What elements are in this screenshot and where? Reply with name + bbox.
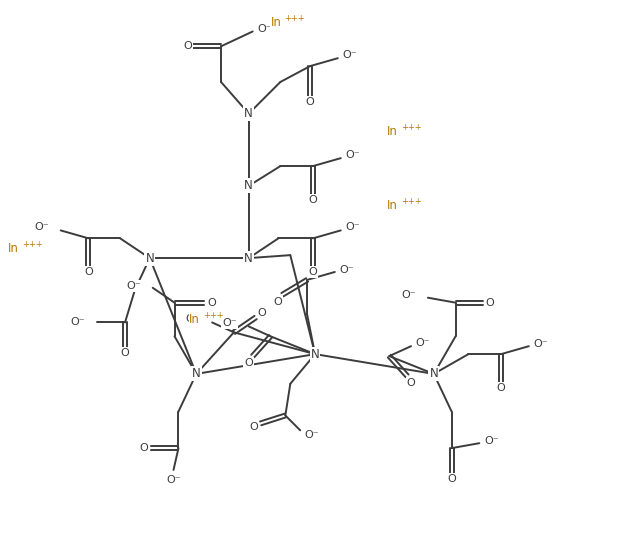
Text: O⁻: O⁻ [34, 222, 49, 232]
Text: In: In [271, 16, 281, 29]
Text: O⁻: O⁻ [186, 315, 200, 324]
Text: O: O [309, 195, 318, 205]
Text: O: O [447, 474, 456, 484]
Text: O: O [406, 378, 415, 388]
Text: In: In [387, 199, 398, 212]
Text: O⁻: O⁻ [71, 317, 85, 328]
Text: O⁻: O⁻ [345, 150, 360, 160]
Text: O⁻: O⁻ [339, 265, 354, 275]
Text: O⁻: O⁻ [126, 281, 141, 291]
Text: O: O [183, 41, 192, 51]
Text: O: O [306, 97, 315, 107]
Text: +++: +++ [22, 240, 43, 249]
Text: O⁻: O⁻ [345, 222, 360, 232]
Text: +++: +++ [285, 14, 305, 23]
Text: O: O [121, 348, 130, 358]
Text: +++: +++ [401, 123, 422, 132]
Text: +++: +++ [204, 311, 224, 320]
Text: O: O [140, 443, 148, 453]
Text: O: O [208, 298, 216, 308]
Text: In: In [271, 16, 281, 29]
Text: O⁻: O⁻ [222, 318, 237, 328]
Text: O: O [244, 358, 253, 368]
Text: +++: +++ [401, 123, 422, 132]
Text: O: O [84, 267, 93, 277]
Text: N: N [192, 367, 201, 380]
Text: O⁻: O⁻ [484, 436, 498, 446]
Text: N: N [311, 348, 320, 360]
Text: O⁻: O⁻ [167, 475, 181, 485]
Text: +++: +++ [22, 240, 43, 249]
Text: In: In [8, 242, 19, 254]
Text: O⁻: O⁻ [305, 430, 320, 440]
Text: N: N [244, 179, 253, 193]
Text: +++: +++ [204, 311, 224, 320]
Text: N: N [244, 252, 253, 265]
Text: In: In [189, 313, 200, 326]
Text: N: N [429, 367, 438, 380]
Text: N: N [192, 367, 201, 380]
Text: In: In [387, 125, 398, 138]
Text: O⁻: O⁻ [343, 50, 357, 60]
Text: O: O [486, 298, 494, 308]
Text: O⁻: O⁻ [533, 339, 548, 349]
Text: O⁻: O⁻ [415, 338, 430, 348]
Text: In: In [8, 242, 19, 254]
Text: In: In [387, 199, 398, 212]
Text: N: N [145, 252, 154, 265]
Text: O: O [273, 296, 282, 307]
Text: O⁻: O⁻ [257, 24, 272, 33]
Text: +++: +++ [401, 197, 422, 206]
Text: O: O [309, 267, 318, 277]
Text: N: N [429, 367, 438, 380]
Text: +++: +++ [401, 197, 422, 206]
Text: O⁻: O⁻ [401, 290, 416, 300]
Text: O: O [249, 422, 258, 433]
Text: N: N [244, 107, 253, 120]
Text: O: O [497, 383, 505, 393]
Text: N: N [311, 348, 320, 360]
Text: N: N [244, 179, 253, 193]
Text: O: O [257, 308, 266, 317]
Text: N: N [244, 252, 253, 265]
Text: +++: +++ [285, 14, 305, 23]
Text: In: In [387, 125, 398, 138]
Text: N: N [244, 107, 253, 120]
Text: In: In [189, 313, 200, 326]
Text: N: N [145, 252, 154, 265]
